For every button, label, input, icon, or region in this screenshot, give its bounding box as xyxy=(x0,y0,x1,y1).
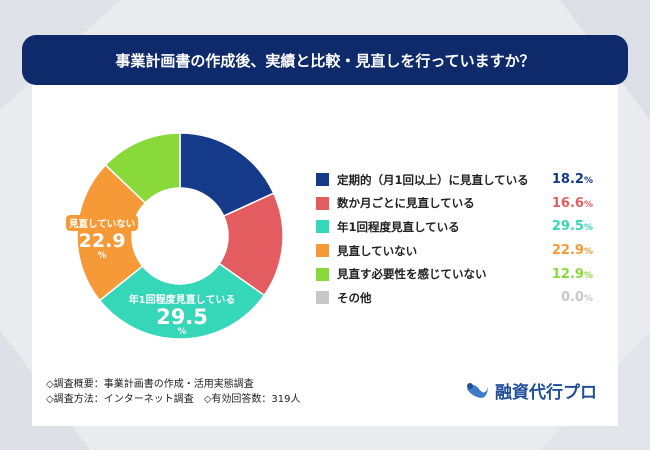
legend-value: 22.9% xyxy=(551,243,593,259)
survey-overview: ◇調査概要：事業計画書の作成・活用実態調査 xyxy=(46,379,254,390)
teal-label-text: 年1回程度見直している xyxy=(128,295,236,306)
orange-label-pct: % xyxy=(97,251,107,261)
legend-value: 29.5% xyxy=(551,219,593,235)
teal-slice-label: 年1回程度見直している 29.5 % xyxy=(120,290,244,337)
legend-label: 定期的（月1回以上）に見直している xyxy=(337,172,529,187)
legend-value: 12.9% xyxy=(551,266,593,282)
legend-swatch xyxy=(316,244,329,258)
donut-slice xyxy=(104,132,181,204)
legend-item: 見直す必要性を感じていない 12.9% xyxy=(316,262,593,286)
wave-logo-icon xyxy=(467,382,488,398)
legend-item: 定期的（月1回以上）に見直している 18.2% xyxy=(316,168,593,192)
logo-text: 融資代行プロ xyxy=(495,383,597,403)
page-title: 事業計画書の作成後、実績と比較・見直しを行っていますか？ xyxy=(22,35,628,85)
legend-value: 0.0% xyxy=(560,290,593,306)
teal-label-pct: % xyxy=(177,327,187,337)
legend-label: 見直す必要性を感じていない xyxy=(337,267,487,282)
legend-swatch xyxy=(316,291,329,305)
legend-item: 年1回程度見直している 29.5% xyxy=(316,215,593,239)
teal-label-value: 29.5 xyxy=(156,305,208,329)
logo: 融資代行プロ xyxy=(465,378,597,403)
legend-swatch xyxy=(316,196,329,210)
legend-value: 16.6% xyxy=(551,195,593,211)
legend-label: その他 xyxy=(337,290,372,305)
orange-slice-label: 見直していない 22.9 % xyxy=(66,215,139,261)
legend-item: その他 0.0% xyxy=(316,286,593,310)
orange-label-text: 見直していない xyxy=(66,215,139,231)
donut-slice xyxy=(98,262,266,340)
legend: 定期的（月1回以上）に見直している 18.2% 数か月ごとに見直している 16.6% 年… xyxy=(316,168,593,310)
legend-swatch xyxy=(316,173,329,187)
footer-notes: ◇調査概要：事業計画書の作成・活用実態調査 ◇調査方法：インターネット調査 ◇有… xyxy=(46,377,300,407)
survey-method: ◇調査方法：インターネット調査 ◇有効回答数：319人 xyxy=(46,394,301,405)
legend-label: 年1回程度見直している xyxy=(337,219,460,234)
legend-swatch xyxy=(316,267,329,281)
legend-label: 数か月ごとに見直している xyxy=(337,196,475,211)
legend-label: 見直していない xyxy=(337,243,418,258)
legend-value: 18.2% xyxy=(551,172,593,188)
legend-item: 数か月ごとに見直している 16.6% xyxy=(316,192,593,216)
legend-item: 見直していない 22.9% xyxy=(316,239,593,263)
orange-label-value: 22.9 xyxy=(78,230,126,252)
legend-swatch xyxy=(316,220,329,234)
donut-slice xyxy=(76,163,147,302)
